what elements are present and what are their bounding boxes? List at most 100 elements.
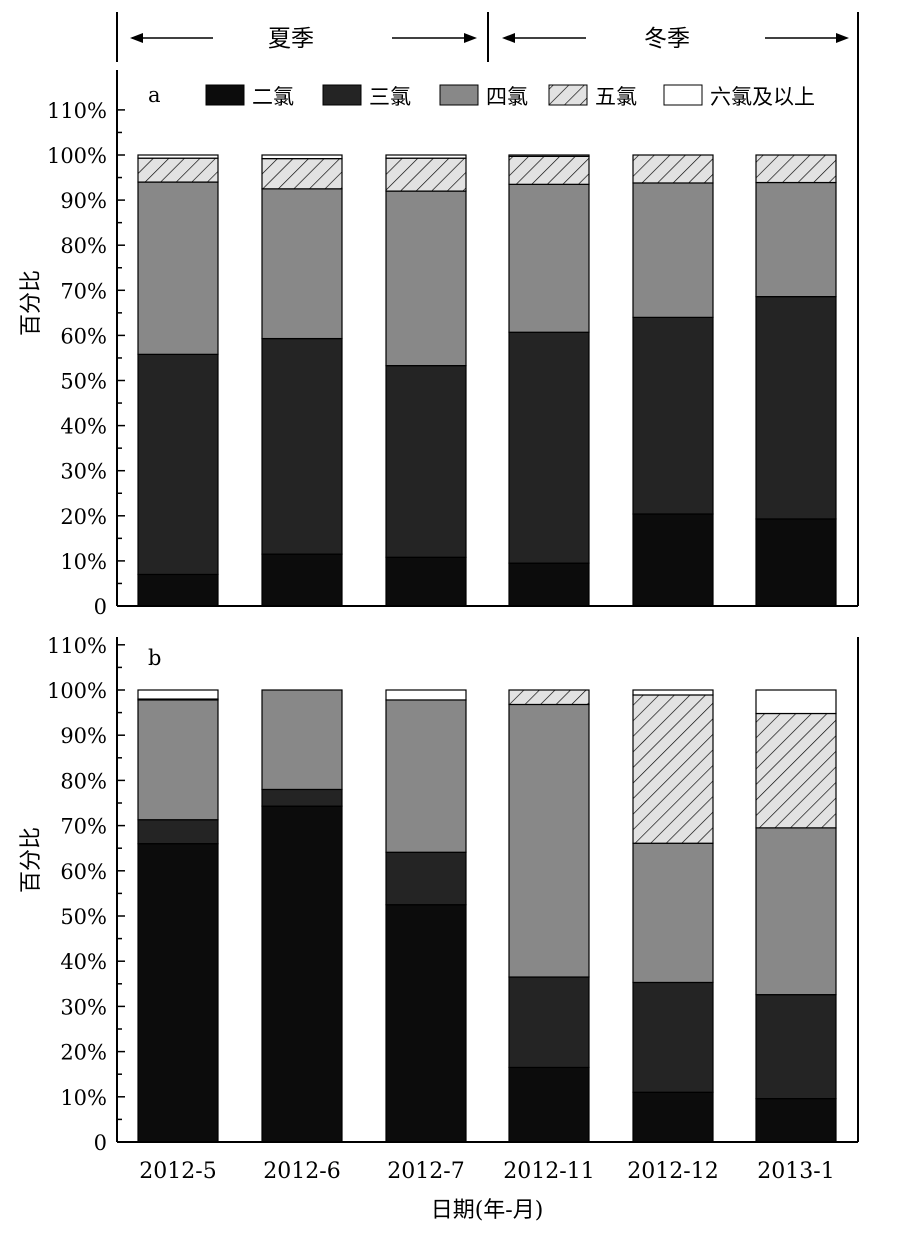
bar-segment-trichloro xyxy=(508,331,590,564)
bar-segment-tetrachloro xyxy=(385,190,467,367)
y-tick-label: 40% xyxy=(60,950,107,974)
y-tick-label: 50% xyxy=(60,370,107,394)
bar-segment-hexachloro-plus xyxy=(632,689,714,696)
legend-label-tetrachloro: 四氯 xyxy=(486,85,528,109)
bar-segment-trichloro xyxy=(632,981,714,1093)
x-tick-label: 2012-5 xyxy=(139,1159,216,1184)
y-tick-label: 20% xyxy=(60,1041,107,1065)
legend-swatch-hexachloro-plus xyxy=(663,84,703,106)
bar-segment-hexachloro-plus xyxy=(385,689,467,701)
bar-segment-dichloro xyxy=(755,518,837,607)
bar-segment-trichloro xyxy=(755,296,837,520)
bar-a-2013-1 xyxy=(755,154,837,607)
legend-label-trichloro: 三氯 xyxy=(369,85,411,109)
bar-segment-hexachloro-plus xyxy=(137,689,219,700)
bar-a-2012-5 xyxy=(137,154,219,607)
y-tick-label: 30% xyxy=(60,995,107,1019)
summer-arrow-left xyxy=(130,33,213,43)
bar-segment-hexachloro-plus xyxy=(508,154,590,157)
bar-segment-pentachloro xyxy=(137,157,219,183)
legend-swatch-tetrachloro xyxy=(439,84,479,106)
bar-segment-tetrachloro xyxy=(632,182,714,318)
bar-segment-trichloro xyxy=(632,316,714,515)
bar-b-2012-5 xyxy=(137,689,219,1143)
y-tick-label: 110% xyxy=(47,634,107,658)
bar-a-2012-12 xyxy=(632,154,714,607)
bar-b-2013-1 xyxy=(755,689,837,1143)
y-tick-label: 70% xyxy=(60,815,107,839)
bar-segment-trichloro xyxy=(137,819,219,845)
bar-segment-tetrachloro xyxy=(261,188,343,340)
bar-segment-trichloro xyxy=(385,365,467,558)
bar-segment-trichloro xyxy=(261,337,343,555)
y-tick-label: 110% xyxy=(47,99,107,123)
bar-segment-pentachloro xyxy=(261,158,343,190)
bar-segment-trichloro xyxy=(137,353,219,576)
bar-segment-trichloro xyxy=(261,788,343,807)
bar-segment-dichloro xyxy=(137,573,219,607)
y-tick-label: 90% xyxy=(60,724,107,748)
legend-label-pentachloro: 五氯 xyxy=(595,85,637,109)
bar-segment-tetrachloro xyxy=(137,699,219,821)
bar-segment-tetrachloro xyxy=(508,183,590,333)
bar-segment-pentachloro xyxy=(755,712,837,829)
bar-segment-hexachloro-plus xyxy=(385,154,467,159)
bar-b-2012-6 xyxy=(261,689,343,1143)
winter-arrow-left xyxy=(502,33,586,43)
y-tick-label: 10% xyxy=(60,1086,107,1110)
y-tick-label: 80% xyxy=(60,234,107,258)
bar-b-2012-12 xyxy=(632,689,714,1143)
x-tick-label: 2012-12 xyxy=(627,1159,718,1184)
bar-b-2012-7 xyxy=(385,689,467,1143)
y-tick-label: 40% xyxy=(60,415,107,439)
y-tick-label: 100% xyxy=(47,679,107,703)
legend-swatch-dichloro xyxy=(205,84,245,106)
x-tick-label: 2013-1 xyxy=(757,1159,834,1184)
legend-label-hexachloro-plus: 六氯及以上 xyxy=(710,85,815,109)
bar-segment-tetrachloro xyxy=(261,689,343,791)
bar-segment-dichloro xyxy=(385,556,467,607)
bar-a-2012-7 xyxy=(385,154,467,607)
season-header: 夏季 冬季 xyxy=(116,12,859,62)
y-tick-label: 30% xyxy=(60,460,107,484)
y-axis-title: 百分比 xyxy=(19,270,44,336)
bar-segment-dichloro xyxy=(261,553,343,607)
y-tick-label: 60% xyxy=(60,860,107,884)
bar-segment-pentachloro xyxy=(632,154,714,184)
bar-segment-pentachloro xyxy=(385,157,467,192)
bar-segment-pentachloro xyxy=(508,689,590,706)
bar-segment-tetrachloro xyxy=(137,181,219,355)
bar-segment-dichloro xyxy=(632,1091,714,1143)
panel-label: a xyxy=(148,83,161,107)
legend: 二氯 三氯 四氯 五氯 六氯及以上 xyxy=(205,84,815,109)
bar-segment-dichloro xyxy=(755,1098,837,1143)
bar-segment-dichloro xyxy=(508,1066,590,1143)
legend-swatch-trichloro xyxy=(322,84,362,106)
y-tick-label: 90% xyxy=(60,189,107,213)
bar-segment-hexachloro-plus xyxy=(755,689,837,715)
bar-b-2012-11 xyxy=(508,689,590,1143)
bar-segment-trichloro xyxy=(385,851,467,906)
y-tick-label: 100% xyxy=(47,144,107,168)
bar-segment-hexachloro-plus xyxy=(261,154,343,160)
y-tick-label: 0 xyxy=(94,595,107,619)
bar-segment-dichloro xyxy=(632,513,714,607)
bar-segment-hexachloro-plus xyxy=(137,154,219,159)
legend-label-dichloro: 二氯 xyxy=(252,85,294,109)
y-tick-label: 50% xyxy=(60,905,107,929)
panel-a: 0 10% 20% 30% 40% 50% 60% 70% 80% 90% 100% 110% a 百分比 xyxy=(19,62,859,619)
bar-segment-dichloro xyxy=(261,805,343,1143)
bar-segment-tetrachloro xyxy=(755,827,837,996)
season-summer-label: 夏季 xyxy=(268,26,314,52)
bar-segment-dichloro xyxy=(508,562,590,607)
y-tick-label: 10% xyxy=(60,550,107,574)
x-tick-label: 2012-11 xyxy=(503,1159,594,1184)
x-tick-label: 2012-7 xyxy=(387,1159,464,1184)
bar-segment-tetrachloro xyxy=(385,699,467,853)
bar-segment-trichloro xyxy=(508,976,590,1069)
y-tick-label: 20% xyxy=(60,505,107,529)
x-tick-label: 2012-6 xyxy=(263,1159,340,1184)
bar-segment-pentachloro xyxy=(632,694,714,844)
panel-label: b xyxy=(148,646,161,670)
